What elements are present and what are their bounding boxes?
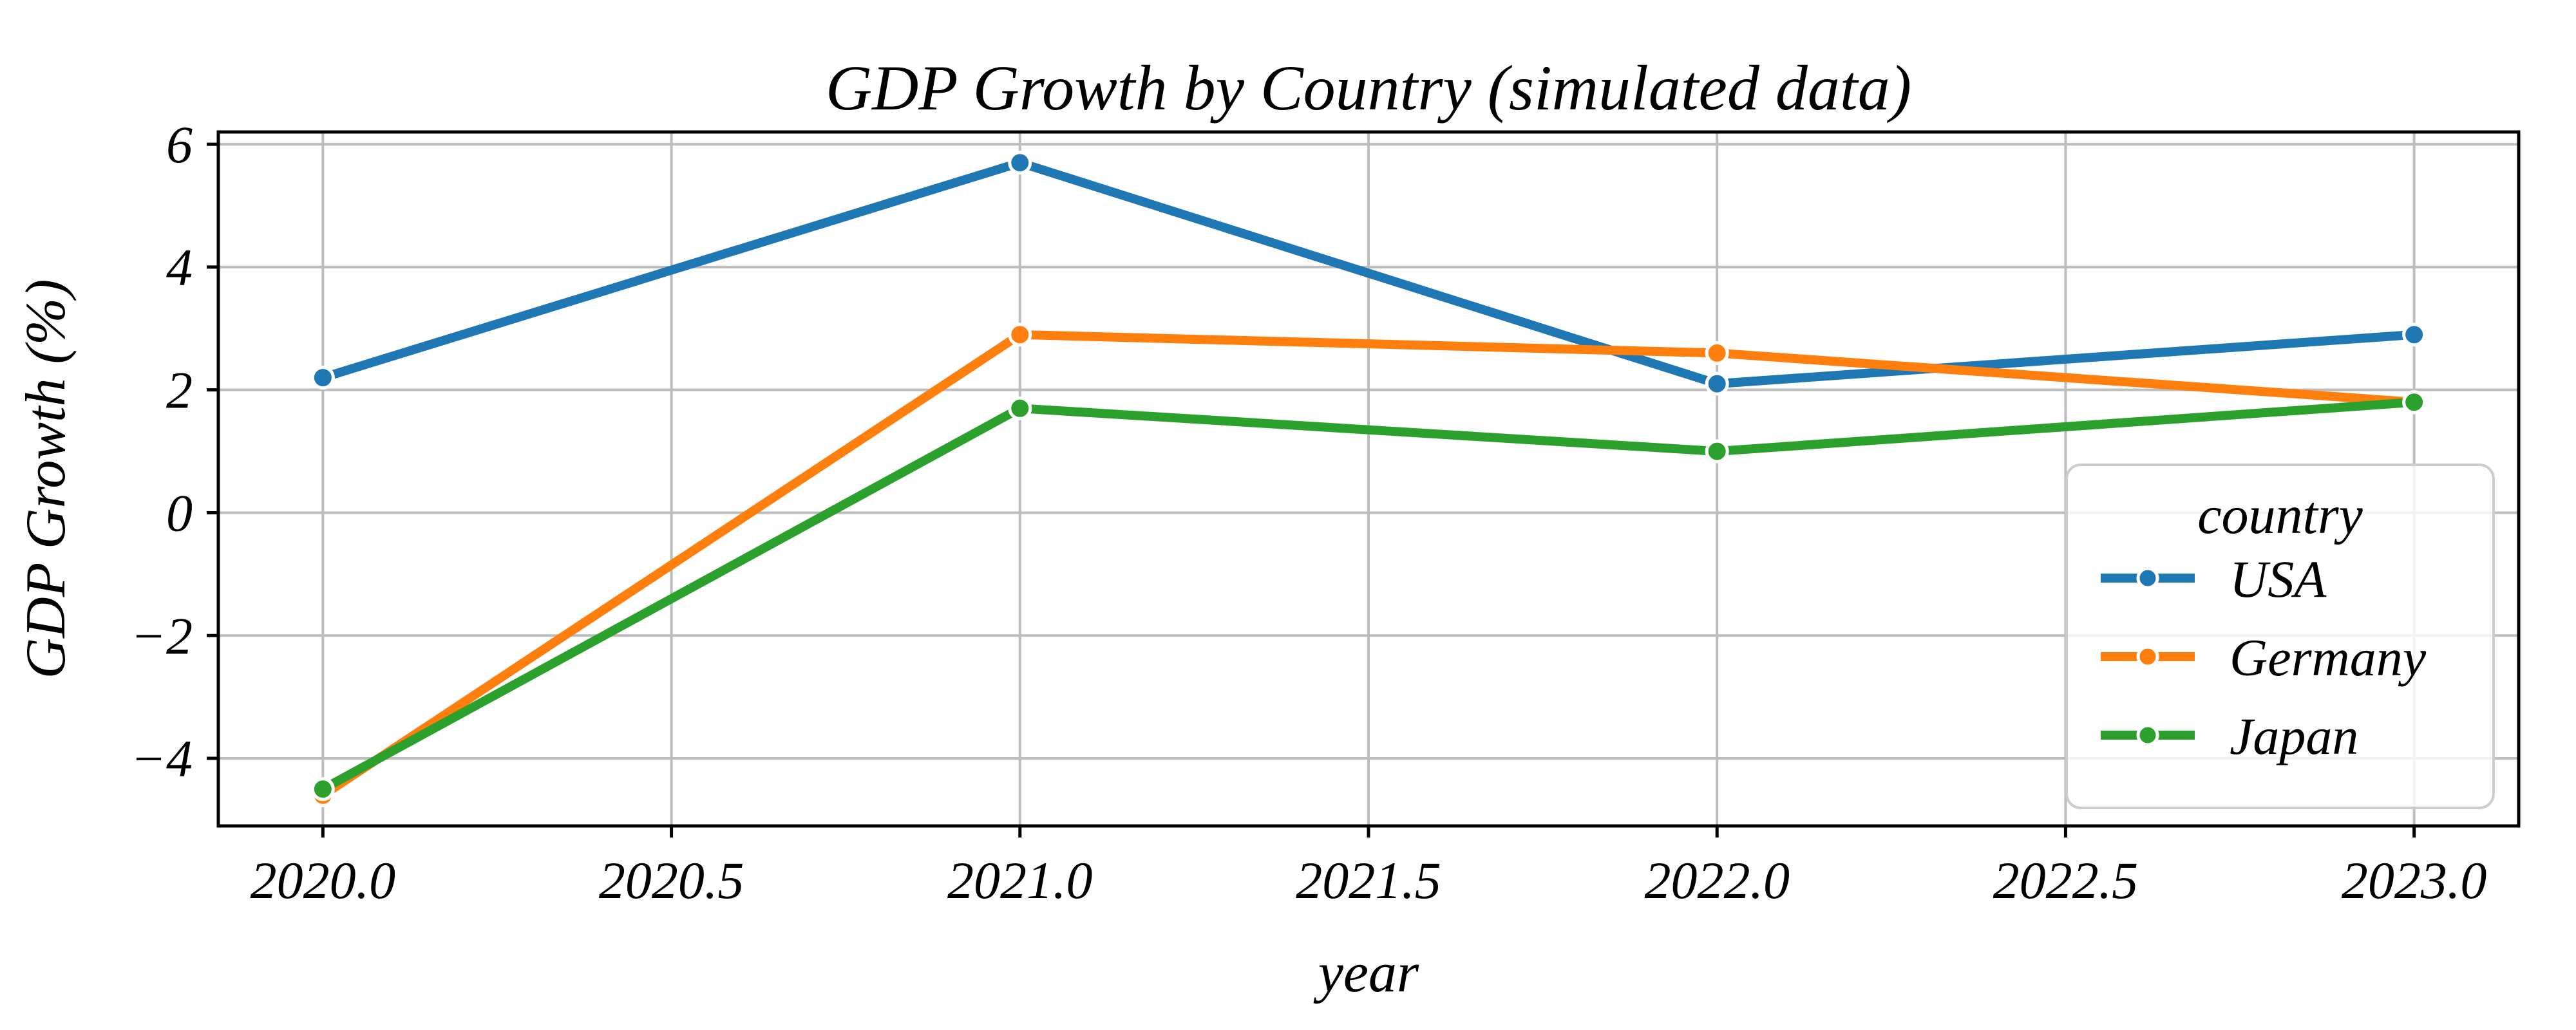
legend-marker-swatch: [2136, 566, 2159, 590]
data-point-marker: [1008, 396, 1032, 420]
y-tick-label: 0: [166, 483, 193, 542]
data-point-marker: [310, 777, 335, 801]
chart-title: GDP Growth by Country (simulated data): [826, 52, 1911, 124]
x-axis-label: year: [1313, 942, 1419, 1004]
data-point-marker: [2402, 390, 2427, 415]
x-tick-label: 2023.0: [2342, 851, 2487, 910]
data-point-marker: [1705, 341, 1729, 365]
data-point-marker: [310, 366, 335, 390]
y-tick-label: 6: [166, 115, 193, 174]
series-japan: [310, 390, 2427, 801]
y-tick-label: −4: [131, 729, 193, 788]
series-line: [318, 397, 2419, 794]
y-axis: −4 −2 0 2 4 6: [131, 115, 218, 788]
series-line: [318, 158, 2419, 389]
legend-title: country: [2197, 485, 2363, 545]
series-line: [318, 330, 2419, 800]
x-tick-label: 2022.0: [1644, 851, 1790, 910]
x-axis: 2020.0 2020.5 2021.0 2021.5 2022.0 2022.5 2023…: [251, 826, 2487, 910]
y-tick-label: 4: [166, 238, 193, 297]
x-tick-label: 2021.0: [947, 851, 1093, 910]
legend-marker-swatch: [2136, 645, 2159, 668]
data-point-marker: [1008, 151, 1032, 175]
x-tick-label: 2022.5: [1993, 851, 2139, 910]
y-axis-label: GDP Growth (%): [15, 279, 77, 679]
legend-item-japan: Japan: [2101, 707, 2358, 765]
legend-label: USA: [2230, 550, 2327, 608]
x-tick-label: 2021.5: [1296, 851, 1441, 910]
data-point-marker: [1705, 439, 1729, 464]
legend-label: Japan: [2230, 707, 2358, 765]
legend-item-usa: USA: [2101, 550, 2327, 608]
legend-box: [2065, 464, 2495, 809]
y-tick-label: 2: [166, 361, 193, 420]
x-tick-label: 2020.5: [599, 851, 744, 910]
data-point-marker: [1705, 371, 1729, 396]
data-point-marker: [2402, 323, 2427, 347]
series-usa: [310, 151, 2427, 396]
legend-item-germany: Germany: [2101, 628, 2427, 687]
legend-marker-swatch: [2136, 724, 2159, 747]
data-point-marker: [1008, 323, 1032, 347]
x-tick-label: 2020.0: [251, 851, 396, 910]
y-tick-label: −2: [131, 606, 193, 665]
legend-label: Germany: [2230, 628, 2427, 687]
